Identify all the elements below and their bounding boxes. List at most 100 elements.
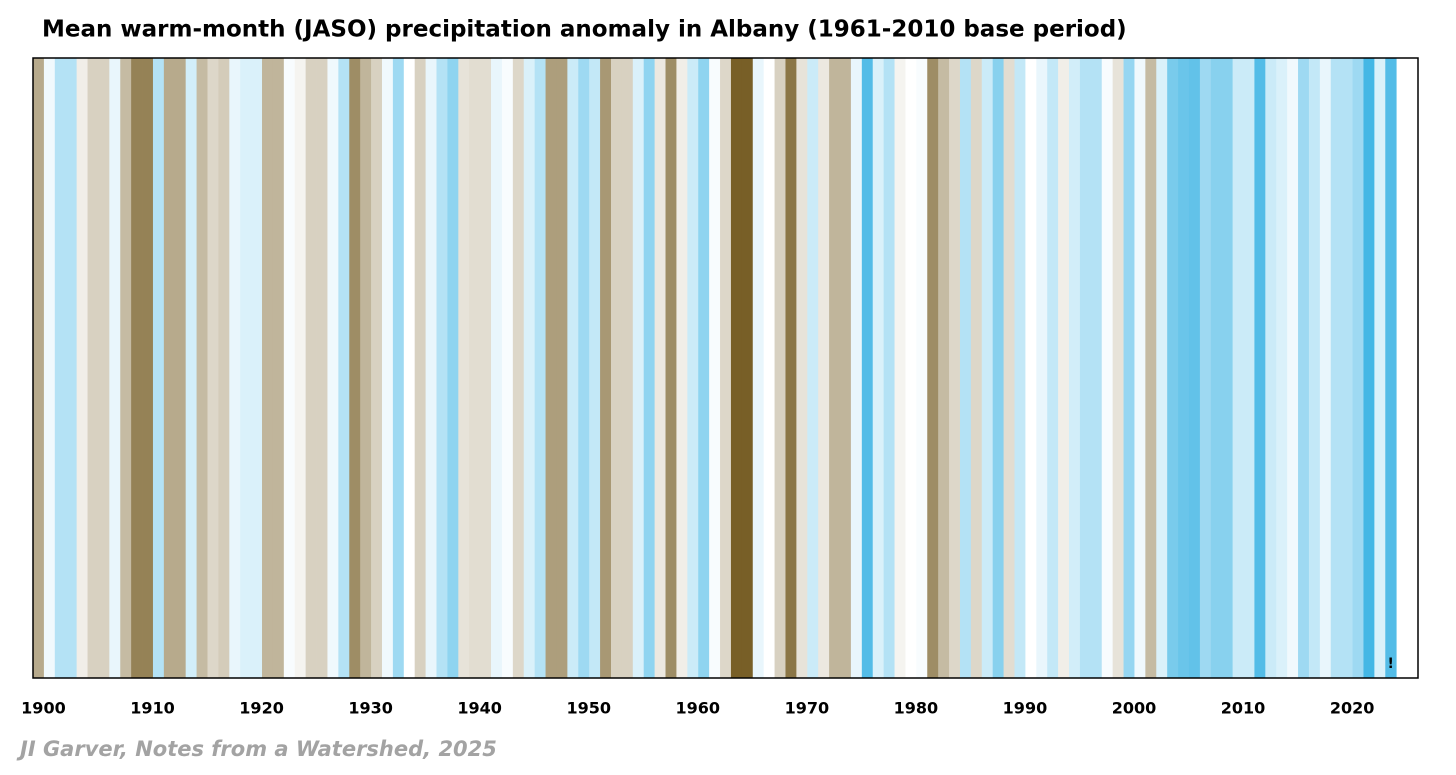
x-tick-label: 1990 [1003, 699, 1048, 718]
stripe [916, 58, 928, 678]
stripe [163, 58, 176, 678]
stripe [829, 58, 841, 678]
stripe [152, 58, 165, 678]
stripe [251, 58, 263, 678]
stripe [1188, 58, 1201, 678]
x-tick-label: 1930 [348, 699, 393, 718]
stripe [229, 58, 241, 678]
stripe [174, 58, 187, 678]
stripe [512, 58, 525, 678]
x-tick-label: 1900 [21, 699, 66, 718]
stripe [207, 58, 219, 678]
stripe [414, 58, 426, 678]
stripe [381, 58, 394, 678]
stripe [698, 58, 710, 678]
stripe [970, 58, 983, 678]
stripe [218, 58, 230, 678]
stripe [1341, 58, 1353, 678]
stripe [1276, 58, 1288, 678]
stripe [610, 58, 623, 678]
x-tick-label: 1980 [894, 699, 939, 718]
stripe [600, 58, 612, 678]
stripe [65, 58, 78, 678]
stripe [1221, 58, 1234, 678]
stripe [87, 58, 99, 678]
stripe [316, 58, 328, 678]
stripe [840, 58, 852, 678]
stripe [338, 58, 350, 678]
stripe [959, 58, 972, 678]
stripe [185, 58, 197, 678]
stripe [1014, 58, 1026, 678]
stripe [33, 58, 45, 678]
stripe [1210, 58, 1223, 678]
stripe [589, 58, 601, 678]
stripe [949, 58, 961, 678]
stripe [709, 58, 721, 678]
stripe [905, 58, 917, 678]
stripe [1178, 58, 1190, 678]
stripe [109, 58, 121, 678]
stripe [1287, 58, 1299, 678]
stripe [501, 58, 514, 678]
stripe [1243, 58, 1255, 678]
stripe [1123, 58, 1135, 678]
stripe [283, 58, 296, 678]
stripe [43, 58, 56, 678]
stripe [54, 58, 67, 678]
stripe [567, 58, 579, 678]
stripe [76, 58, 88, 678]
stripe [240, 58, 252, 678]
stripe [894, 58, 906, 678]
stripe [578, 58, 590, 678]
stripe [1036, 58, 1048, 678]
stripe [818, 58, 830, 678]
stripe [730, 58, 743, 678]
stripe [447, 58, 459, 678]
stripe [294, 58, 307, 678]
stripe [643, 58, 656, 678]
stripe [927, 58, 939, 678]
stripe [774, 58, 786, 678]
stripe [665, 58, 677, 678]
stripe [436, 58, 448, 678]
stripe [992, 58, 1004, 678]
x-tick-label: 1920 [239, 699, 284, 718]
stripe [741, 58, 754, 678]
stripe [861, 58, 874, 678]
stripe [98, 58, 110, 678]
stripe [491, 58, 503, 678]
stripe [720, 58, 732, 678]
x-tick-label: 1960 [676, 699, 721, 718]
stripe [1134, 58, 1146, 678]
stripe [272, 58, 285, 678]
x-tick-label: 1950 [566, 699, 611, 718]
stripe [425, 58, 437, 678]
stripe [1232, 58, 1244, 678]
stripe [1079, 58, 1092, 678]
x-tick-label: 1970 [785, 699, 830, 718]
stripe [883, 58, 895, 678]
stripe [360, 58, 372, 678]
stripe [371, 58, 383, 678]
stripe [1101, 58, 1114, 678]
stripe [120, 58, 132, 678]
stripe [752, 58, 765, 678]
stripe [1090, 58, 1103, 678]
stripe [621, 58, 634, 678]
stripe [327, 58, 339, 678]
stripe [1069, 58, 1081, 678]
plot-frame [32, 57, 1419, 679]
credit: JI Garver, Notes from a Watershed, 2025 [16, 737, 497, 761]
x-tick-label: 2020 [1330, 699, 1375, 718]
stripe [1352, 58, 1364, 678]
stripe [1058, 58, 1070, 678]
stripe [872, 58, 885, 678]
stripe [1265, 58, 1277, 678]
x-tick-label: 1940 [457, 699, 502, 718]
stripe [196, 58, 208, 678]
stripe [1385, 58, 1397, 678]
stripe [785, 58, 797, 678]
